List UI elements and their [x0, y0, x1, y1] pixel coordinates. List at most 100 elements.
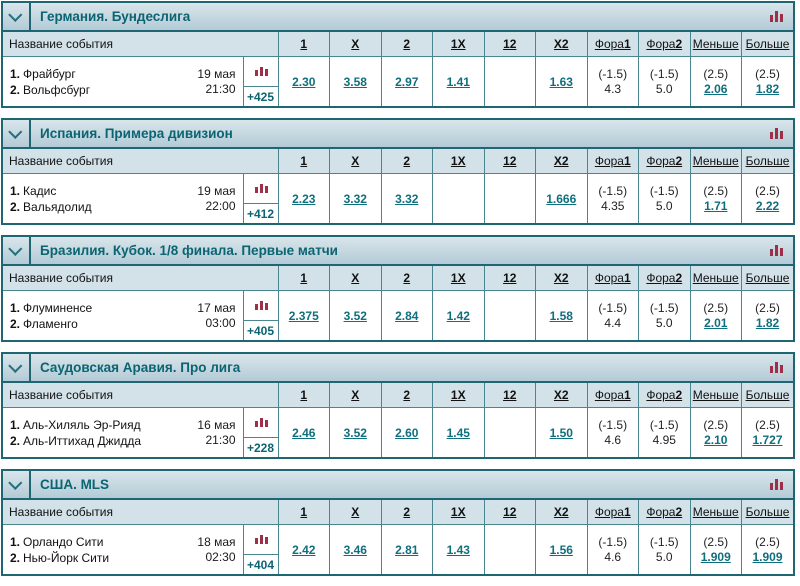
column-1x[interactable]: 1X — [432, 31, 485, 57]
odds-link-x[interactable]: 3.32 — [343, 191, 367, 206]
match-stats-button[interactable] — [243, 291, 278, 321]
column-12[interactable]: 12 — [483, 31, 536, 57]
odds-link-x[interactable]: 3.46 — [343, 542, 367, 557]
column-2[interactable]: 2 — [380, 382, 433, 408]
column-x[interactable]: X — [329, 148, 382, 174]
odds-link-x[interactable]: 3.52 — [343, 308, 367, 323]
extra-markets-count[interactable]: +405 — [246, 323, 275, 338]
extra-markets-count[interactable]: +404 — [246, 557, 275, 572]
odds-link-1[interactable]: 2.375 — [288, 308, 319, 323]
under-odds-link[interactable]: 1.71 — [704, 198, 728, 213]
column-under[interactable]: Меньше — [689, 499, 742, 525]
column-handicap2[interactable]: Фора2 — [638, 31, 691, 57]
column-12[interactable]: 12 — [483, 148, 536, 174]
column-2[interactable]: 2 — [380, 499, 433, 525]
under-odds-link[interactable]: 2.10 — [704, 432, 728, 447]
column-over[interactable]: Больше — [741, 499, 794, 525]
odds-link-x2[interactable]: 1.50 — [549, 425, 573, 440]
under-odds-link[interactable]: 1.909 — [700, 549, 731, 564]
column-handicap1[interactable]: Фора1 — [586, 148, 639, 174]
column-over[interactable]: Больше — [741, 382, 794, 408]
collapse-section-button[interactable] — [3, 471, 31, 498]
column-x[interactable]: X — [329, 31, 382, 57]
column-x[interactable]: X — [329, 265, 382, 291]
odds-link-2[interactable]: 2.84 — [395, 308, 419, 323]
odds-link-2[interactable]: 3.32 — [395, 191, 419, 206]
odds-link-1x[interactable]: 1.42 — [446, 308, 470, 323]
under-odds-link[interactable]: 2.01 — [704, 315, 728, 330]
column-1[interactable]: 1 — [277, 31, 330, 57]
league-stats-button[interactable] — [768, 354, 793, 381]
column-1x[interactable]: 1X — [432, 499, 485, 525]
column-12[interactable]: 12 — [483, 382, 536, 408]
column-under[interactable]: Меньше — [689, 382, 742, 408]
over-odds-link[interactable]: 1.82 — [755, 81, 780, 96]
odds-link-1[interactable]: 2.46 — [292, 425, 316, 440]
odds-link-1x[interactable]: 1.41 — [446, 74, 470, 89]
extra-markets-count[interactable]: +412 — [246, 206, 275, 221]
match-stats-button[interactable] — [243, 174, 278, 204]
odds-link-x2[interactable]: 1.666 — [546, 191, 577, 206]
column-12[interactable]: 12 — [483, 265, 536, 291]
odds-link-1[interactable]: 2.30 — [292, 74, 316, 89]
odds-link-1x[interactable]: 1.43 — [446, 542, 470, 557]
column-under[interactable]: Меньше — [689, 265, 742, 291]
column-over[interactable]: Больше — [741, 148, 794, 174]
column-2[interactable]: 2 — [380, 31, 433, 57]
collapse-section-button[interactable] — [3, 354, 31, 381]
odds-link-x[interactable]: 3.58 — [343, 74, 367, 89]
over-odds-link[interactable]: 1.909 — [752, 549, 783, 564]
collapse-section-button[interactable] — [3, 3, 31, 30]
column-x2[interactable]: X2 — [535, 148, 588, 174]
extra-markets-count[interactable]: +425 — [246, 89, 275, 104]
column-handicap1[interactable]: Фора1 — [586, 499, 639, 525]
league-stats-button[interactable] — [768, 237, 793, 264]
column-1[interactable]: 1 — [277, 499, 330, 525]
odds-link-x2[interactable]: 1.56 — [549, 542, 573, 557]
column-over[interactable]: Больше — [741, 31, 794, 57]
odds-link-2[interactable]: 2.97 — [395, 74, 419, 89]
over-odds-link[interactable]: 2.22 — [755, 198, 780, 213]
column-1[interactable]: 1 — [277, 265, 330, 291]
odds-link-1[interactable]: 2.23 — [292, 191, 316, 206]
column-1[interactable]: 1 — [277, 148, 330, 174]
column-handicap1[interactable]: Фора1 — [586, 265, 639, 291]
match-stats-button[interactable] — [243, 57, 278, 87]
column-under[interactable]: Меньше — [689, 148, 742, 174]
odds-link-1x[interactable]: 1.45 — [446, 425, 470, 440]
odds-link-x2[interactable]: 1.63 — [549, 74, 573, 89]
column-handicap1[interactable]: Фора1 — [586, 382, 639, 408]
odds-link-2[interactable]: 2.81 — [395, 542, 419, 557]
under-odds-link[interactable]: 2.06 — [704, 81, 728, 96]
extra-markets-count[interactable]: +228 — [246, 440, 275, 455]
column-handicap2[interactable]: Фора2 — [638, 499, 691, 525]
collapse-section-button[interactable] — [3, 120, 31, 147]
match-stats-button[interactable] — [243, 525, 278, 555]
collapse-section-button[interactable] — [3, 237, 31, 264]
league-stats-button[interactable] — [768, 120, 793, 147]
column-over[interactable]: Больше — [741, 265, 794, 291]
odds-link-x[interactable]: 3.52 — [343, 425, 367, 440]
column-1x[interactable]: 1X — [432, 148, 485, 174]
league-stats-button[interactable] — [768, 471, 793, 498]
column-12[interactable]: 12 — [483, 499, 536, 525]
column-handicap2[interactable]: Фора2 — [638, 265, 691, 291]
column-handicap2[interactable]: Фора2 — [638, 382, 691, 408]
over-odds-link[interactable]: 1.727 — [752, 432, 783, 447]
column-2[interactable]: 2 — [380, 265, 433, 291]
column-x[interactable]: X — [329, 499, 382, 525]
over-odds-link[interactable]: 1.82 — [755, 315, 780, 330]
column-under[interactable]: Меньше — [689, 31, 742, 57]
odds-link-2[interactable]: 2.60 — [395, 425, 419, 440]
column-x[interactable]: X — [329, 382, 382, 408]
column-handicap1[interactable]: Фора1 — [586, 31, 639, 57]
column-1[interactable]: 1 — [277, 382, 330, 408]
odds-link-x2[interactable]: 1.58 — [549, 308, 573, 323]
column-x2[interactable]: X2 — [535, 382, 588, 408]
column-1x[interactable]: 1X — [432, 382, 485, 408]
column-x2[interactable]: X2 — [535, 499, 588, 525]
column-2[interactable]: 2 — [380, 148, 433, 174]
column-handicap2[interactable]: Фора2 — [638, 148, 691, 174]
column-1x[interactable]: 1X — [432, 265, 485, 291]
column-x2[interactable]: X2 — [535, 265, 588, 291]
